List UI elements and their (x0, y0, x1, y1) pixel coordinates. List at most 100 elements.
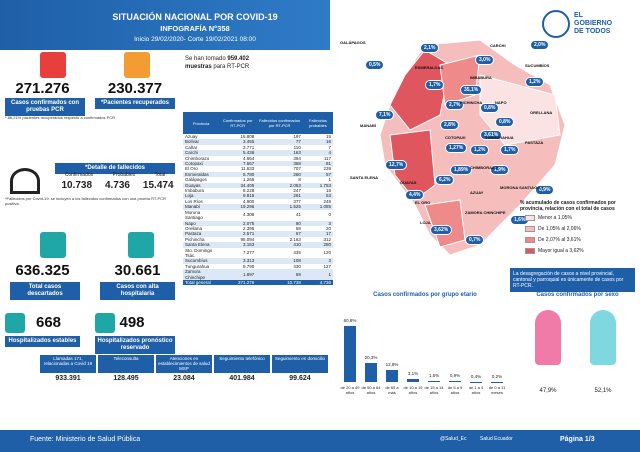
map-province-name: SUCUMBÍOS (525, 63, 550, 68)
table-cell: 163 (256, 150, 303, 156)
table-cell: Cañar (185, 144, 198, 150)
map-pct-badge: 2,8% (440, 120, 460, 130)
legend-label: De 2,07% al 3,61% (538, 237, 581, 243)
table-row: Tungurahua 9.790 430 127 (183, 264, 333, 269)
table-row: Cotopaxi 7.667 368 81 (183, 161, 333, 167)
table-cell: 394 (293, 155, 301, 161)
table-row: Esmeraldas 5.780 260 57 (183, 171, 333, 178)
table-total-row: Total general 271.276 10.738 4.736 (183, 279, 333, 286)
table-cell: 2.075 (219, 220, 257, 226)
map-pct-badge: 1,89% (450, 165, 473, 175)
followup-header: Llamadas 171, relacionadas a Covid 19 (40, 355, 96, 373)
table-cell: 5.780 (219, 171, 257, 178)
discarded-label: Total casos descartados (10, 282, 80, 300)
map-pct-badge: 3,0% (475, 55, 495, 65)
deaths-note: *Fallecidos por Covid-19: se incluyen a … (5, 196, 166, 206)
table-row: Guayas 34.405 2.053 1.753 (183, 182, 333, 189)
recovered-note: * 86,21% pacientes recuperados respecto … (5, 115, 116, 120)
map-pct-badge: 7,1% (375, 110, 395, 120)
map-province-name: AZUAY (470, 190, 484, 195)
table-cell: Bolívar (183, 139, 220, 145)
map-pct-badge: 1,2% (470, 145, 490, 155)
map-province-name: MORONA SANTIAGO (500, 185, 541, 190)
table-cell: 95.094 (240, 236, 255, 242)
table-cell: 197 (293, 134, 301, 139)
map-pct-badge: 3,62% (430, 225, 453, 235)
page-number: Página 1/3 (560, 436, 595, 443)
sex-chart-title: Casos confirmados por sexo (536, 292, 619, 298)
table-cell: 67 (256, 231, 303, 237)
table-cell: Carchi (183, 150, 220, 156)
followup-column: Seguimiento en domicilio 99.624 (272, 355, 328, 389)
table-cell: 2.571 (219, 231, 257, 237)
table-cell: 280 (302, 242, 333, 248)
table-row: Cañar 3.771 110 7 (183, 145, 333, 150)
twitter-handle[interactable]: @Salud_Ec (440, 436, 467, 442)
confirmed-count: 271.276 (15, 80, 70, 97)
map-province-name: IMBABURA (470, 75, 492, 80)
table-cell: 435 (293, 250, 301, 256)
map-pct-badge: 1,2% (525, 77, 545, 87)
table-cell: Azuay (185, 134, 198, 139)
virus-icon (40, 52, 66, 78)
facebook-handle[interactable]: Salud Ecuador (480, 436, 513, 442)
map-pct-badge: 0,8% (480, 103, 500, 113)
table-cell: Zamora Chinchipe (183, 269, 220, 280)
table-cell: 58 (295, 225, 301, 231)
discharged-label: Casos con alta hospitalaria (100, 282, 175, 300)
table-row: Loja 9.815 281 53 (183, 193, 333, 199)
map-pct-badge: 2,1% (420, 43, 440, 53)
table-cell: 16 (302, 139, 333, 145)
table-row: Azuay 16.808 197 15 (183, 134, 333, 139)
table-cell: 3.771 (243, 144, 255, 150)
age-category: de 0 a 11 meses (488, 385, 506, 395)
table-cell: 3.313 (219, 258, 257, 264)
table-row: Sucumbíos 3.313 108 3 (183, 258, 333, 264)
table-cell: Total general (183, 279, 220, 286)
table-cell: 1 (328, 177, 331, 183)
table-cell: 108 (256, 258, 303, 264)
table-cell: Galápagos (185, 177, 207, 183)
table-cell: 7.277 (243, 250, 255, 256)
age-bar (386, 370, 398, 382)
table-cell: Sto. Domingo Tsác. (185, 247, 213, 258)
legend-label: De 1,05% al 2,06% (538, 226, 581, 232)
table-cell: Orellana (185, 225, 203, 231)
table-row: Orellana 2.395 58 20 (183, 226, 333, 231)
table-row: Santa Elena 3.153 410 280 (183, 242, 333, 248)
table-cell: 281 (256, 193, 303, 199)
map-pct-badge: 12,7% (385, 160, 408, 170)
table-cell: 9.815 (219, 193, 257, 199)
map-pct-badge: 6,2% (435, 175, 455, 185)
map-pct-badge: 0,7% (465, 235, 485, 245)
ecuador-map: 2,1% 3,0% 2,0% 0,5% 35,1% 1,7% 2,7% 1,2% 0,8% 0,8… (330, 35, 570, 265)
age-bar (449, 381, 461, 382)
page-date: Inicio 29/02/2020- Corte 19/02/2021 08:0… (134, 36, 256, 43)
table-cell: 1 (302, 269, 333, 280)
map-note: La desagregación de casos a nivel provin… (510, 268, 635, 292)
table-cell: 81 (302, 161, 333, 167)
table-cell: 2.395 (243, 225, 255, 231)
age-bar (365, 363, 377, 382)
table-cell: 707 (293, 166, 301, 172)
map-pct-badge: 2,7% (445, 100, 465, 110)
legend-title: % acumulado de casos confirmados por pro… (520, 200, 616, 212)
followup-value: 933.391 (55, 375, 81, 382)
table-cell: 1.525 (256, 204, 303, 210)
map-pct-badge: 0,8% (495, 117, 515, 127)
province-table: Provincia Confirmados por RT-PCR Fallecido… (183, 112, 333, 286)
table-cell: 9.790 (243, 263, 255, 269)
map-province-name: PICHINCHA (460, 100, 483, 105)
followup-column: Teleconsulta 128.495 (98, 355, 154, 389)
female-icon (535, 310, 561, 365)
table-row: Pichincha 95.094 2.163 312 (183, 237, 333, 242)
map-province-name: EL ORO (415, 200, 431, 205)
age-category: de 15 a 14 años (424, 385, 444, 395)
male-pct: 52,1% (594, 388, 612, 394)
followup-table: Llamadas 171, relacionadas a Covid 19 933… (40, 355, 330, 389)
followup-header: Atenciones en establecimientos de salud … (156, 355, 212, 373)
table-cell: 247 (293, 188, 301, 194)
table-cell: Morona Santiago (185, 209, 203, 221)
age-bar-label: 0,9% (449, 373, 461, 379)
age-chart: 60,8% de 20 a 49 años 20,3% de 50 a 64 años… (340, 305, 515, 410)
